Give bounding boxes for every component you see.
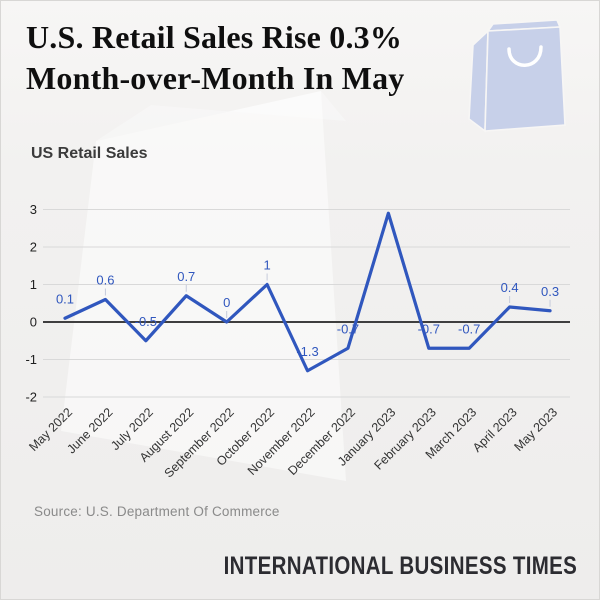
svg-text:0.6: 0.6	[96, 273, 114, 288]
svg-text:0: 0	[223, 295, 230, 310]
source-attribution: Source: U.S. Department Of Commerce	[34, 504, 280, 519]
svg-text:0.7: 0.7	[177, 269, 195, 284]
svg-text:1: 1	[30, 277, 37, 292]
svg-text:April 2023: April 2023	[470, 405, 520, 455]
svg-text:2: 2	[30, 240, 37, 255]
title-line-2: Month-over-Month In May	[26, 60, 405, 96]
svg-text:-1: -1	[25, 352, 37, 367]
svg-text:-2: -2	[25, 390, 37, 405]
svg-text:-0.5: -0.5	[135, 314, 157, 329]
svg-text:-1.3: -1.3	[296, 344, 318, 359]
shopping-bag-icon	[468, 19, 566, 133]
svg-text:0.3: 0.3	[541, 284, 559, 299]
svg-text:-0.7: -0.7	[337, 321, 359, 336]
svg-text:-0.7: -0.7	[458, 321, 480, 336]
publisher-logo: INTERNATIONAL BUSINESS TIMES	[223, 552, 577, 580]
page-title: U.S. Retail Sales Rise 0.3% Month-over-M…	[26, 17, 405, 99]
svg-text:3: 3	[30, 202, 37, 217]
svg-text:0.4: 0.4	[501, 280, 519, 295]
svg-text:May 2023: May 2023	[511, 405, 560, 454]
svg-text:-0.7: -0.7	[418, 321, 440, 336]
svg-text:0.1: 0.1	[56, 291, 74, 306]
svg-text:September 2022: September 2022	[162, 405, 237, 480]
svg-text:0: 0	[30, 315, 37, 330]
chart-area: 3 2 1 0 -1 -2 May 2022 June 2022 July 2022 August…	[1, 191, 600, 491]
svg-text:1: 1	[263, 258, 270, 273]
title-line-1: U.S. Retail Sales Rise 0.3%	[26, 19, 403, 55]
chart-title: US Retail Sales	[31, 145, 148, 162]
